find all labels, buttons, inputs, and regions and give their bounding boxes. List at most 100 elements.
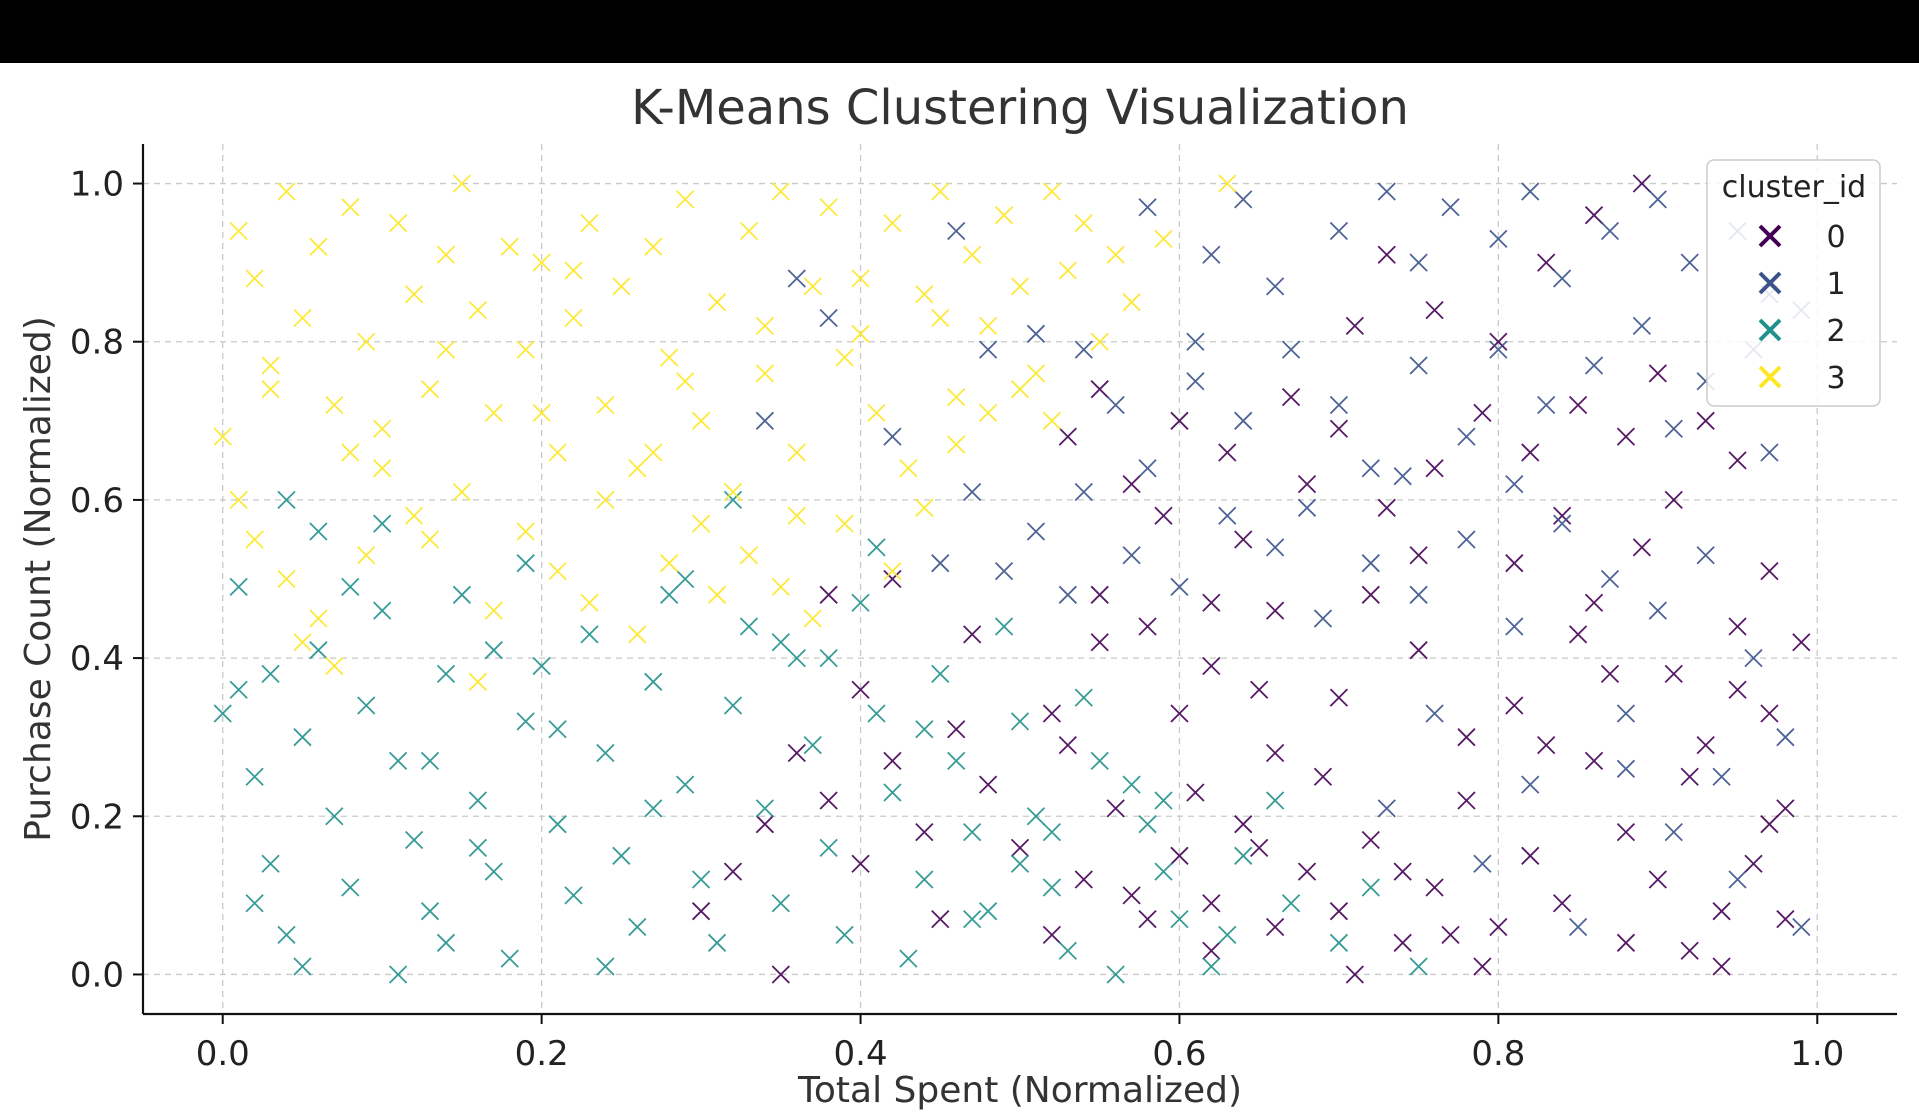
data-point-cluster-1 (994, 561, 1014, 581)
data-point-cluster-0 (1441, 925, 1460, 945)
data-point-cluster-2 (915, 720, 934, 739)
data-point-cluster-3 (309, 237, 328, 256)
data-point-cluster-2 (947, 751, 966, 771)
data-point-cluster-0 (1457, 728, 1476, 747)
data-point-cluster-2 (388, 965, 408, 984)
data-point-cluster-3 (691, 411, 711, 430)
data-point-cluster-1 (1186, 372, 1205, 391)
y-tick-label: 0.8 (70, 323, 124, 363)
data-point-cluster-1 (1616, 759, 1636, 778)
data-point-cluster-3 (452, 174, 472, 193)
data-point-cluster-1 (1122, 546, 1141, 565)
data-point-cluster-3 (261, 356, 280, 375)
data-point-cluster-0 (851, 854, 870, 873)
x-tick-label: 0.4 (834, 1034, 888, 1074)
data-point-cluster-2 (341, 577, 360, 597)
data-point-cluster-0 (1680, 941, 1699, 960)
data-point-cluster-3 (420, 380, 440, 399)
data-point-cluster-2 (548, 720, 567, 739)
data-point-cluster-2 (787, 648, 806, 668)
data-point-cluster-3 (707, 293, 727, 312)
data-point-cluster-3 (452, 482, 472, 502)
data-point-cluster-3 (1010, 380, 1030, 399)
data-point-cluster-0 (1393, 862, 1412, 881)
x-ticks: 0.0 0.2 0.4 0.6 0.8 1.0 (196, 1014, 1844, 1074)
data-point-cluster-3 (644, 237, 663, 256)
data-point-cluster-3 (883, 561, 902, 581)
data-point-cluster-3 (532, 403, 551, 423)
x-tick-label: 1.0 (1790, 1034, 1844, 1074)
data-point-cluster-0 (1329, 902, 1349, 921)
data-point-cluster-1 (1537, 395, 1556, 415)
data-point-cluster-0 (1250, 838, 1269, 858)
data-point-cluster-1 (1505, 474, 1524, 494)
data-point-cluster-2 (373, 601, 392, 620)
data-point-cluster-2 (1042, 878, 1062, 897)
data-point-cluster-0 (723, 862, 743, 881)
data-point-cluster-1 (1457, 530, 1476, 549)
data-point-cluster-3 (484, 601, 503, 620)
data-point-cluster-0 (1218, 443, 1237, 462)
data-point-cluster-0 (1122, 886, 1141, 905)
data-point-cluster-3 (1090, 332, 1109, 351)
data-point-cluster-3 (755, 316, 775, 336)
data-point-cluster-2 (851, 593, 870, 612)
data-point-cluster-3 (516, 522, 535, 541)
data-point-cluster-3 (580, 213, 599, 233)
data-point-cluster-3 (277, 182, 296, 201)
data-point-cluster-0 (1425, 459, 1444, 478)
data-point-cluster-2 (1010, 712, 1030, 731)
data-point-cluster-2 (978, 902, 998, 921)
data-point-cluster-2 (755, 799, 775, 818)
data-point-cluster-3 (851, 269, 870, 288)
data-point-cluster-1 (1329, 221, 1349, 241)
y-tick-label: 0.0 (70, 955, 124, 995)
data-point-cluster-0 (1425, 300, 1444, 320)
data-point-cluster-0 (691, 902, 711, 921)
data-point-cluster-2 (436, 933, 456, 952)
data-point-cluster-3 (676, 190, 695, 209)
data-point-cluster-1 (1664, 822, 1683, 842)
data-point-cluster-3 (915, 285, 934, 304)
data-point-cluster-3 (771, 577, 790, 597)
series-1 (755, 182, 1811, 937)
data-point-cluster-0 (1728, 451, 1747, 470)
data-point-cluster-0 (1537, 253, 1556, 272)
data-point-cluster-0 (1202, 593, 1221, 612)
data-point-cluster-2 (1026, 807, 1046, 826)
data-point-cluster-1 (1648, 601, 1667, 620)
data-point-cluster-0 (851, 680, 870, 699)
data-point-cluster-0 (978, 775, 998, 794)
data-point-cluster-3 (373, 419, 392, 438)
data-point-cluster-0 (1568, 625, 1588, 644)
data-point-cluster-0 (1664, 664, 1683, 684)
data-point-cluster-1 (1760, 443, 1779, 462)
data-point-cluster-2 (309, 522, 328, 541)
y-tick-label: 0.2 (70, 797, 124, 837)
data-point-cluster-3 (436, 340, 456, 359)
data-point-cluster-2 (596, 743, 615, 763)
data-point-cluster-2 (245, 767, 264, 786)
data-point-cluster-1 (1696, 546, 1715, 565)
data-point-cluster-0 (1696, 735, 1715, 755)
data-point-cluster-2 (373, 514, 392, 533)
data-point-cluster-1 (1409, 585, 1428, 604)
data-point-cluster-0 (1170, 704, 1189, 723)
data-point-cluster-1 (1664, 419, 1683, 438)
data-point-cluster-3 (1042, 182, 1062, 201)
legend-label-1: 1 (1826, 267, 1845, 302)
data-point-cluster-3 (357, 332, 376, 351)
data-point-cluster-2 (357, 696, 376, 715)
data-point-cluster-3 (978, 316, 998, 336)
data-point-cluster-2 (723, 490, 743, 510)
data-point-cluster-3 (580, 593, 599, 612)
data-point-cluster-0 (1473, 957, 1492, 976)
data-point-cluster-0 (1457, 791, 1476, 810)
data-point-cluster-1 (1600, 569, 1620, 589)
data-point-cluster-3 (245, 269, 264, 288)
data-point-cluster-0 (1265, 917, 1285, 937)
data-point-cluster-1 (1425, 704, 1444, 723)
data-point-cluster-3 (1042, 411, 1062, 430)
data-point-cluster-1 (1489, 340, 1508, 359)
series-2 (213, 490, 1428, 984)
